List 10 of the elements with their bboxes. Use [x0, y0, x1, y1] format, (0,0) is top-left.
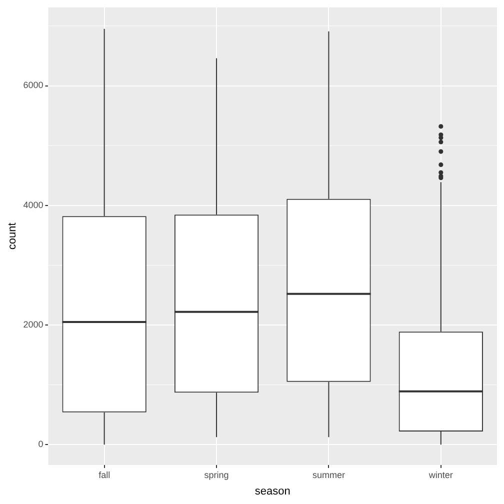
x-axis-title: season [254, 485, 290, 498]
y-tick-label: 2000 [23, 320, 44, 330]
x-tick-label: spring [204, 470, 229, 480]
y-tick-label: 6000 [23, 80, 44, 90]
y-tick-label: 0 [38, 439, 44, 450]
x-tick-label: winter [428, 470, 453, 480]
x-tick-label: fall [98, 470, 110, 480]
x-tick-label: summer [312, 470, 345, 480]
y-axis-title: count [6, 222, 19, 250]
y-tick-label: 4000 [23, 200, 44, 210]
